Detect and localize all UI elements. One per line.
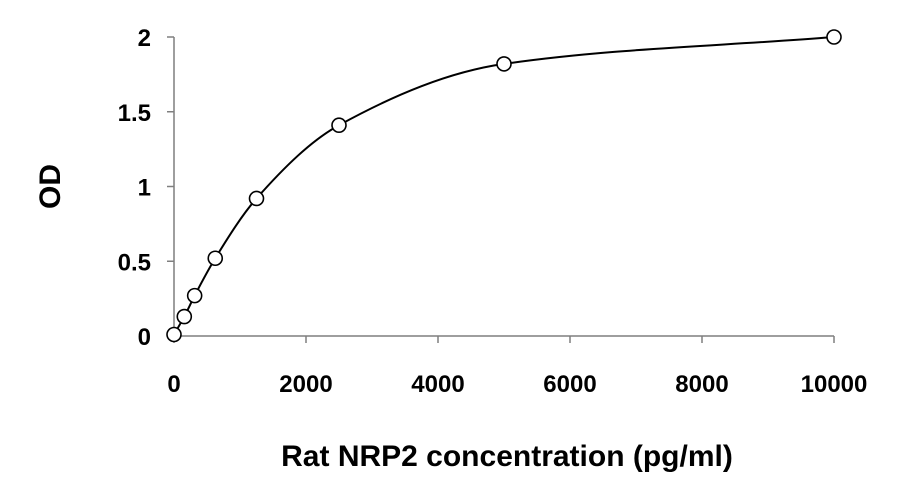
data-point: [331, 117, 347, 134]
y-tick-label: 2: [138, 25, 151, 52]
data-point: [176, 308, 193, 325]
data-points: [166, 29, 842, 343]
y-axis-ticks: 0 0.5 1 1.5 2: [118, 25, 174, 351]
y-axis-title: OD: [34, 164, 67, 209]
x-tick-label: 0: [167, 371, 180, 398]
x-tick-label: 10000: [801, 371, 868, 398]
x-axis-ticks: 0 2000 4000 6000 8000 10000: [167, 336, 867, 398]
x-tick-label: 4000: [411, 371, 464, 398]
data-point: [496, 56, 512, 72]
fit-curve: [173, 36, 835, 336]
data-point: [186, 287, 203, 304]
x-tick-label: 8000: [675, 371, 728, 398]
data-point: [826, 29, 842, 45]
x-tick-label: 2000: [279, 371, 332, 398]
y-tick-label: 1.5: [118, 100, 151, 127]
y-tick-label: 0.5: [118, 249, 151, 276]
y-tick-label: 0: [138, 324, 151, 351]
data-point: [166, 326, 182, 343]
data-point: [207, 250, 224, 267]
data-point: [248, 190, 265, 207]
axes: 0 2000 4000 6000 8000 10000 0 0.5 1 1.5 2: [118, 25, 868, 398]
x-axis-title: Rat NRP2 concentration (pg/ml): [281, 440, 733, 473]
x-tick-label: 6000: [543, 371, 596, 398]
y-tick-label: 1: [138, 175, 151, 202]
